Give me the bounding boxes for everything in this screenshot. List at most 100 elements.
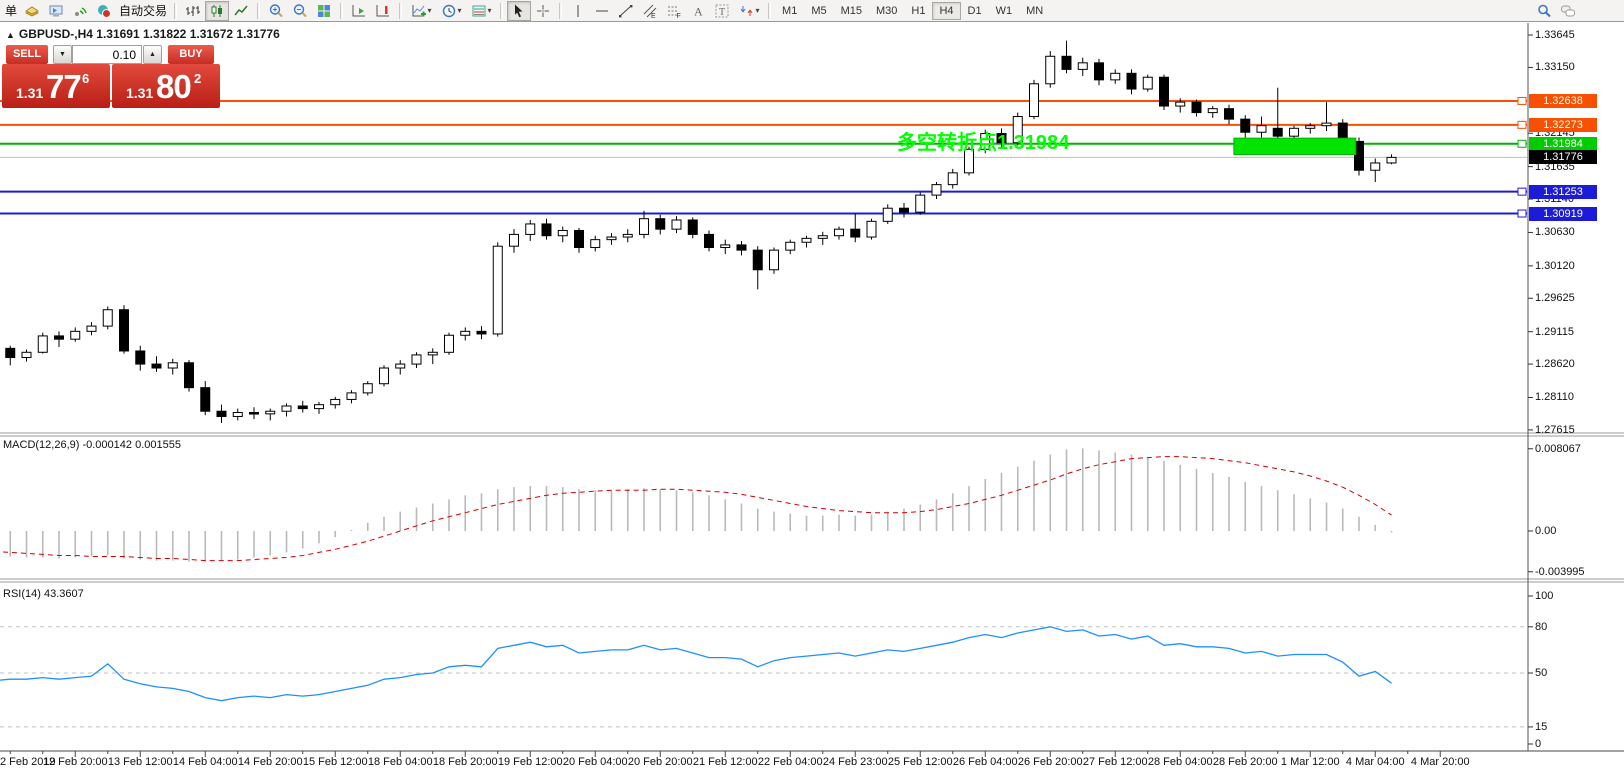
chat-icon[interactable]	[1556, 1, 1580, 21]
autotrading-label[interactable]: 自动交易	[119, 4, 168, 18]
candle-body	[1077, 62, 1088, 70]
equidistant-channel-button[interactable]: E	[638, 1, 662, 21]
timeframe-button-h1[interactable]: H1	[911, 4, 926, 17]
text-button[interactable]: A	[686, 1, 710, 21]
candle-body	[801, 237, 812, 243]
sell-button[interactable]: SELL	[6, 45, 48, 64]
candle-body	[135, 350, 146, 365]
timeframe-button-m30[interactable]: M30	[876, 4, 898, 17]
timeframe-button-m15[interactable]: M15	[840, 4, 862, 17]
zoom-out-button[interactable]	[288, 1, 312, 21]
candle-body	[655, 218, 666, 230]
time-axis-label[interactable]: 18 Feb 20:00	[432, 756, 498, 768]
time-axis-label[interactable]: 14 Feb 20:00	[237, 756, 303, 768]
time-axis-label[interactable]: 22 Feb 04:00	[757, 756, 823, 768]
volume-input[interactable]	[72, 45, 142, 64]
autotrading-button[interactable]	[92, 1, 116, 21]
time-axis-label[interactable]: 13 Feb 12:00	[107, 756, 173, 768]
price-axis-label[interactable]: 1.29625	[1535, 292, 1575, 305]
time-axis-label[interactable]: 28 Feb 20:00	[1212, 756, 1278, 768]
price-axis-label[interactable]: 1.33645	[1535, 29, 1575, 41]
time-axis-label[interactable]: 28 Feb 04:00	[1147, 756, 1213, 768]
bar-chart-button[interactable]	[181, 1, 205, 21]
price-axis-label[interactable]: 1.28620	[1535, 358, 1575, 371]
price-axis-label[interactable]: 1.30630	[1535, 226, 1575, 239]
trendline-button[interactable]	[614, 1, 638, 21]
svg-text:T: T	[719, 7, 725, 18]
timeframe-button-m5[interactable]: M5	[811, 4, 827, 17]
buy-button[interactable]: BUY	[168, 45, 214, 64]
time-axis-label[interactable]: 27 Feb 12:00	[1082, 756, 1148, 768]
candle-body	[5, 347, 16, 359]
rsi-axis-label[interactable]: 100	[1535, 590, 1554, 602]
timeframe-button-mn[interactable]: MN	[1026, 4, 1044, 17]
rsi-axis-label[interactable]: 50	[1535, 667, 1548, 679]
candle-body	[216, 410, 227, 417]
gold-icon[interactable]	[20, 1, 44, 21]
candle-body	[1110, 72, 1121, 81]
timeframe-button-d1[interactable]: D1	[967, 4, 982, 17]
candle-body	[590, 239, 601, 249]
time-axis-label[interactable]: 1 Mar 12:00	[1280, 756, 1340, 768]
indicators-button[interactable]: ▾	[406, 1, 436, 21]
time-axis-label[interactable]: 24 Feb 23:00	[822, 756, 888, 768]
price-axis-label[interactable]: 1.29115	[1535, 325, 1574, 338]
new-order-partial-label[interactable]: 单	[5, 4, 18, 18]
buy-price-panel[interactable]: 1.31 80 2	[112, 64, 220, 108]
volume-increase-button[interactable]: ▲	[143, 45, 162, 64]
vertical-line-button[interactable]	[566, 1, 590, 21]
crosshair-button[interactable]	[531, 1, 555, 21]
candle-body	[460, 330, 471, 336]
text-label-button[interactable]: T	[710, 1, 734, 21]
time-axis-label[interactable]: 15 Feb 12:00	[302, 756, 368, 768]
templates-button[interactable]: ▾	[466, 1, 496, 21]
macd-axis-label[interactable]: -0.003995	[1535, 565, 1585, 578]
candlestick-chart-button[interactable]	[205, 0, 230, 21]
signal-icon[interactable]	[68, 1, 92, 21]
time-axis-label[interactable]: 26 Feb 04:00	[952, 756, 1018, 768]
timeframe-button-w1[interactable]: W1	[995, 4, 1013, 17]
time-axis-label[interactable]: 26 Feb 20:00	[1017, 756, 1083, 768]
time-axis-label[interactable]: 20 Feb 04:00	[562, 756, 628, 768]
timeframe-button-h4[interactable]: H4	[932, 1, 961, 20]
price-axis-label[interactable]: 1.33150	[1535, 61, 1575, 74]
line-chart-button[interactable]	[229, 1, 253, 21]
time-axis-label[interactable]: 2 Feb 2019	[0, 756, 56, 768]
candle-body	[1321, 122, 1332, 127]
metaeditor-icon[interactable]	[44, 1, 68, 21]
zoom-in-button[interactable]	[264, 1, 288, 21]
time-axis-label[interactable]: 18 Feb 04:00	[367, 756, 433, 768]
time-axis-label[interactable]: 4 Mar 04:00	[1345, 756, 1405, 768]
price-axis-label[interactable]: 1.27615	[1535, 423, 1575, 436]
chart-shift-button[interactable]	[371, 1, 395, 21]
time-axis-label[interactable]: 12 Feb 20:00	[42, 756, 108, 768]
horizontal-line-button[interactable]	[590, 1, 614, 21]
candle-body	[1354, 140, 1364, 171]
arrows-button[interactable]: ▾	[734, 1, 764, 21]
volume-decrease-button[interactable]: ▼	[53, 45, 72, 64]
periods-button[interactable]: ▾	[436, 1, 466, 21]
time-axis-label[interactable]: 25 Feb 12:00	[887, 756, 953, 768]
time-axis-label[interactable]: 4 Mar 20:00	[1410, 756, 1470, 768]
cursor-button[interactable]	[507, 0, 532, 21]
tile-windows-button[interactable]	[312, 1, 336, 21]
rsi-axis-label[interactable]: 0	[1535, 738, 1542, 750]
price-axis-label[interactable]: 1.28110	[1535, 391, 1574, 404]
collapse-triangle-icon[interactable]: ▲	[6, 30, 15, 40]
time-axis-label[interactable]: 21 Feb 12:00	[692, 756, 758, 768]
fibonacci-button[interactable]: F	[662, 1, 686, 21]
time-axis-label[interactable]: 19 Feb 12:00	[497, 756, 563, 768]
rsi-axis-label[interactable]: 80	[1535, 620, 1548, 633]
time-axis-label[interactable]: 14 Feb 04:00	[172, 756, 238, 768]
search-icon[interactable]	[1532, 1, 1556, 21]
sell-price-panel[interactable]: 1.31 77 6	[2, 64, 110, 108]
macd-axis-label[interactable]: 0.008067	[1535, 442, 1581, 455]
price-axis-label[interactable]: 1.30120	[1535, 259, 1575, 272]
macd-axis-label[interactable]: 0.00	[1535, 525, 1557, 537]
timeframe-button-m1[interactable]: M1	[782, 4, 798, 17]
candle-body	[947, 172, 958, 186]
time-axis-label[interactable]: 20 Feb 20:00	[627, 756, 693, 768]
auto-scroll-button[interactable]	[347, 1, 371, 21]
rsi-axis-label[interactable]: 15	[1535, 720, 1548, 733]
